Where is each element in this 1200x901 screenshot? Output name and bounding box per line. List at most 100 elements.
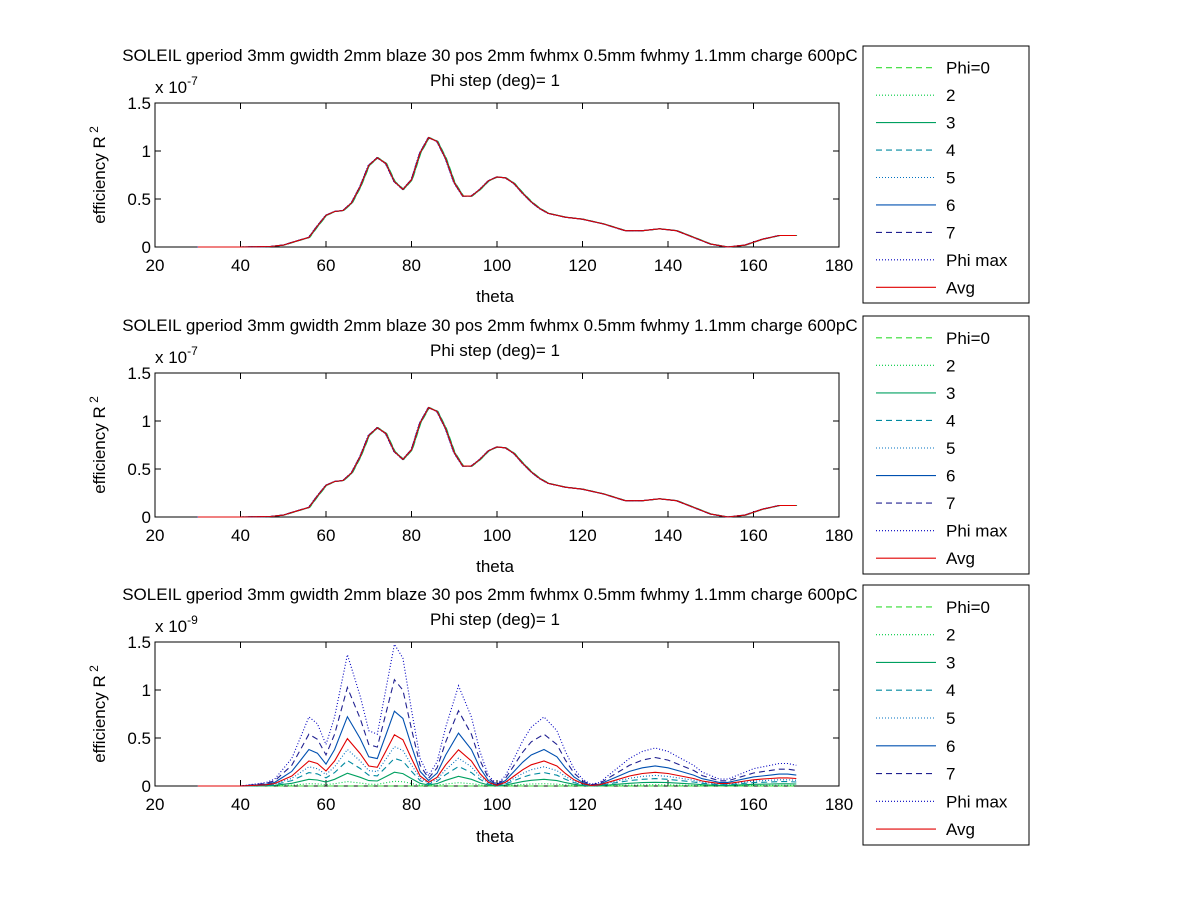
x-tick-label: 20 (146, 256, 165, 275)
legend: Phi=0 2 3 4 5 6 7 Phi max Avg (862, 584, 1030, 846)
legend-label: Phi=0 (946, 59, 990, 78)
legend-label: 2 (946, 626, 955, 645)
x-tick-label: 100 (483, 795, 511, 814)
legend-label: 5 (946, 439, 955, 458)
y-exponent-power: -9 (187, 613, 198, 627)
x-tick-label: 60 (317, 256, 336, 275)
x-tick-label: 120 (568, 256, 596, 275)
series-line-s7 (197, 678, 797, 787)
y-axis-label: efficiency R 2 (87, 396, 109, 494)
y-axis-label-superscript: 2 (87, 665, 101, 675)
legend-label: Phi max (946, 522, 1008, 541)
legend-box (862, 584, 1030, 846)
x-tick-label: 20 (146, 526, 165, 545)
x-tick-label: 40 (231, 795, 250, 814)
y-exponent-label: x 10-7 (155, 74, 198, 97)
y-axis-label: efficiency R 2 (87, 126, 109, 224)
y-axis-label: efficiency R 2 (87, 665, 109, 763)
legend-label: Phi=0 (946, 329, 990, 348)
series-line-s4 (197, 757, 797, 787)
subplot-1: SOLEIL gperiod 3mm gwidth 2mm blaze 30 p… (87, 45, 1030, 306)
x-tick-label: 160 (739, 526, 767, 545)
chart-title: SOLEIL gperiod 3mm gwidth 2mm blaze 30 p… (122, 585, 958, 604)
series-line-avg (197, 136, 797, 248)
x-tick-label: 180 (825, 795, 853, 814)
x-tick-label: 180 (825, 526, 853, 545)
x-tick-label: 20 (146, 795, 165, 814)
x-tick-label: 80 (402, 256, 421, 275)
x-tick-label: 160 (739, 256, 767, 275)
x-tick-label: 60 (317, 526, 336, 545)
series-lines (197, 136, 798, 248)
legend-label: 2 (946, 86, 955, 105)
legend-box (862, 315, 1030, 575)
y-tick-label: 0 (142, 238, 151, 257)
legend-label: 3 (946, 653, 955, 672)
x-tick-label: 80 (402, 795, 421, 814)
legend-label: Phi max (946, 251, 1008, 270)
legend: Phi=0 2 3 4 5 6 7 Phi max Avg (862, 315, 1030, 575)
x-tick-label: 120 (568, 526, 596, 545)
y-tick-label: 0.5 (127, 460, 151, 479)
chart-title: SOLEIL gperiod 3mm gwidth 2mm blaze 30 p… (122, 46, 958, 65)
x-tick-label: 140 (654, 256, 682, 275)
x-tick-label: 140 (654, 526, 682, 545)
y-exponent-power: -7 (187, 344, 198, 358)
legend-label: Phi=0 (946, 598, 990, 617)
legend-label: 5 (946, 709, 955, 728)
legend-label: 5 (946, 169, 955, 188)
legend-label: 3 (946, 114, 955, 133)
y-exponent-label: x 10-7 (155, 344, 198, 367)
legend-label: 7 (946, 494, 955, 513)
legend-label: 3 (946, 384, 955, 403)
y-tick-label: 1 (142, 681, 151, 700)
y-exponent-base: x 10 (155, 617, 187, 636)
series-lines (197, 406, 798, 518)
series-line-avg (197, 734, 797, 787)
subplot-2: SOLEIL gperiod 3mm gwidth 2mm blaze 30 p… (87, 315, 1030, 576)
x-tick-label: 80 (402, 526, 421, 545)
y-tick-label: 1.5 (127, 633, 151, 652)
y-axis-label-superscript: 2 (87, 126, 101, 136)
y-exponent-power: -7 (187, 74, 198, 88)
legend-label: 2 (946, 356, 955, 375)
y-tick-label: 1 (142, 142, 151, 161)
chart-title: SOLEIL gperiod 3mm gwidth 2mm blaze 30 p… (122, 316, 958, 335)
x-tick-label: 120 (568, 795, 596, 814)
y-tick-label: 0.5 (127, 190, 151, 209)
series-lines (197, 642, 797, 787)
legend-label: 7 (946, 223, 955, 242)
x-tick-label: 60 (317, 795, 336, 814)
legend-label: Avg (946, 820, 975, 839)
legend-label: 4 (946, 411, 955, 430)
legend-label: Avg (946, 549, 975, 568)
series-line-phimax (197, 642, 797, 787)
legend: Phi=0 2 3 4 5 6 7 Phi max Avg (862, 45, 1030, 304)
legend-box (862, 45, 1030, 304)
legend-label: 6 (946, 737, 955, 756)
x-tick-label: 40 (231, 526, 250, 545)
y-exponent-base: x 10 (155, 348, 187, 367)
chart-subtitle: Phi step (deg)= 1 (430, 610, 560, 629)
chart-subtitle: Phi step (deg)= 1 (430, 341, 560, 360)
legend-label: Avg (946, 278, 975, 297)
chart-subtitle: Phi step (deg)= 1 (430, 71, 560, 90)
legend-label: Phi max (946, 792, 1008, 811)
subplot-3: SOLEIL gperiod 3mm gwidth 2mm blaze 30 p… (87, 584, 1030, 846)
y-tick-label: 1.5 (127, 94, 151, 113)
y-tick-label: 1 (142, 412, 151, 431)
x-tick-label: 140 (654, 795, 682, 814)
series-line-s3 (197, 771, 797, 787)
legend-label: 6 (946, 196, 955, 215)
x-tick-label: 180 (825, 256, 853, 275)
y-tick-label: 0.5 (127, 729, 151, 748)
y-axis-label-superscript: 2 (87, 396, 101, 406)
x-axis-label: theta (476, 827, 514, 846)
series-line-avg (197, 406, 797, 518)
x-axis-label: theta (476, 287, 514, 306)
series-line-s6 (197, 710, 797, 787)
y-exponent-base: x 10 (155, 78, 187, 97)
y-tick-label: 0 (142, 508, 151, 527)
x-tick-label: 100 (483, 526, 511, 545)
